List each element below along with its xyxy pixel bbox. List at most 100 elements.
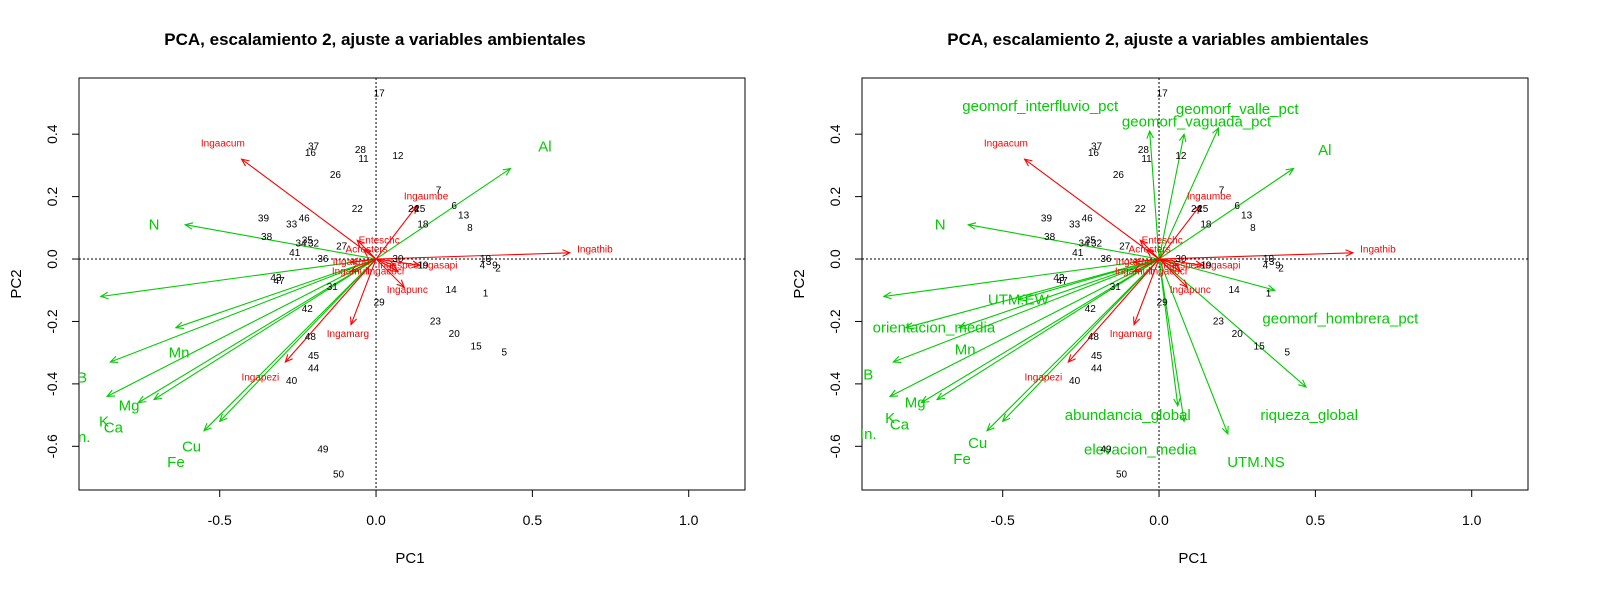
env-arrow	[203, 258, 377, 432]
species-arrow-head	[362, 248, 372, 257]
env-arrow-head	[99, 291, 109, 300]
env-arrow-head	[904, 322, 914, 330]
env-arrow	[1158, 258, 1275, 291]
x-tick-label: 0.5	[1306, 512, 1326, 528]
species-arrow	[363, 249, 377, 260]
site-label: 23	[1213, 316, 1225, 327]
env-label: N	[149, 217, 160, 234]
site-label: 9	[492, 260, 498, 271]
env-arrow	[185, 224, 377, 260]
species-arrow	[1158, 205, 1201, 260]
site-label: 11	[1141, 154, 1152, 165]
site-label: 37	[1091, 142, 1103, 153]
species-arrow-head	[1194, 260, 1205, 268]
site-label: 17	[374, 89, 386, 100]
site-label: 37	[308, 142, 320, 153]
species-label: Ingaacum	[984, 139, 1028, 150]
y-tick-label: 0.2	[44, 187, 60, 207]
site-label: 31	[327, 282, 339, 293]
env-label: Al	[1318, 142, 1331, 159]
site-label: 12	[1175, 151, 1187, 162]
chart-title: PCA, escalamiento 2, ajuste a variables …	[164, 30, 585, 49]
species-arrow-head	[1139, 239, 1148, 248]
site-label: 9	[1275, 260, 1281, 271]
site-label: 22	[352, 204, 364, 215]
species-arrow-head	[1067, 354, 1076, 364]
x-axis-label: PC1	[1178, 550, 1207, 567]
species-arrow-head	[386, 259, 397, 267]
site-label: 46	[1082, 213, 1094, 224]
env-arrow	[1158, 258, 1307, 388]
env-arrow-head	[152, 392, 163, 401]
env-arrow	[110, 258, 377, 363]
species-arrow-head	[1179, 279, 1189, 289]
env-arrow	[375, 168, 511, 260]
env-label: In.	[74, 429, 91, 446]
env-label: Fe	[167, 454, 185, 471]
env-arrow-head	[1285, 167, 1295, 176]
site-label: 18	[417, 220, 429, 231]
env-arrow	[1158, 168, 1294, 260]
env-label: In.	[860, 426, 877, 443]
env-label: geomorf_valle_pct	[1176, 101, 1299, 118]
site-label: 29	[1157, 298, 1169, 309]
site-label: 39	[258, 213, 270, 224]
env-arrow-head	[502, 167, 512, 176]
site-label: 29	[374, 298, 386, 309]
species-label: Ingapunc	[1170, 285, 1211, 296]
species-arrow-head	[1023, 158, 1033, 167]
species-arrow	[1158, 258, 1178, 266]
site-label: 20	[449, 329, 461, 340]
species-label: Ingaacum	[201, 139, 245, 150]
site-label: 3	[486, 257, 492, 268]
y-axis-label: PC2	[8, 269, 25, 298]
site-label: 5	[501, 348, 507, 359]
x-tick-label: -0.5	[991, 512, 1015, 528]
species-label: Ingasapi	[420, 260, 458, 271]
species-label: Enteschc	[359, 235, 400, 246]
env-arrow-head	[1001, 413, 1011, 423]
env-label: Mn	[955, 342, 976, 359]
env-arrow	[968, 224, 1160, 260]
env-arrow-head	[137, 395, 147, 404]
site-label: 39	[1041, 213, 1053, 224]
species-arrow-head	[349, 264, 360, 273]
species-arrow	[375, 205, 418, 260]
species-arrow	[350, 258, 377, 273]
species-label: Ingamarg	[1110, 329, 1152, 340]
env-label: geomorf_interfluvio_pct	[962, 98, 1119, 115]
env-arrow	[1158, 127, 1219, 260]
site-label: 47	[1057, 276, 1069, 287]
species-arrow	[1067, 258, 1160, 363]
x-tick-label: 0.0	[1149, 512, 1169, 528]
site-label: 34	[295, 238, 307, 249]
y-tick-label: -0.4	[827, 372, 843, 396]
site-label: 45	[308, 351, 320, 362]
species-label: Ingatrorl	[333, 257, 370, 268]
env-label: orientacion_media	[873, 320, 996, 337]
site-label: 48	[1088, 332, 1100, 343]
species-arrow	[1024, 158, 1160, 260]
site-label: 16	[305, 148, 317, 159]
species-arrow	[350, 258, 377, 325]
env-arrow-head	[935, 392, 946, 401]
species-arrow-head	[350, 316, 358, 326]
species-arrow-head	[1132, 264, 1143, 273]
species-arrow-head	[562, 249, 572, 257]
species-label: Ingathib	[1360, 245, 1396, 256]
site-label: 4	[480, 260, 486, 271]
site-label: 50	[1116, 469, 1128, 480]
env-label: UTM.NS	[1227, 454, 1285, 471]
site-label: 16	[1088, 148, 1100, 159]
site-label: 49	[1100, 444, 1112, 455]
site-label: 33	[1069, 220, 1081, 231]
y-axis-label: PC2	[791, 269, 808, 298]
env-arrow	[986, 258, 1160, 432]
species-label: Ingamult	[332, 267, 371, 278]
species-arrow-head	[1145, 248, 1155, 257]
site-label: 14	[1229, 285, 1241, 296]
site-label: 12	[392, 151, 404, 162]
species-arrow	[1158, 258, 1188, 288]
site-label: 30	[1175, 254, 1187, 265]
env-arrow-head	[1178, 132, 1187, 143]
